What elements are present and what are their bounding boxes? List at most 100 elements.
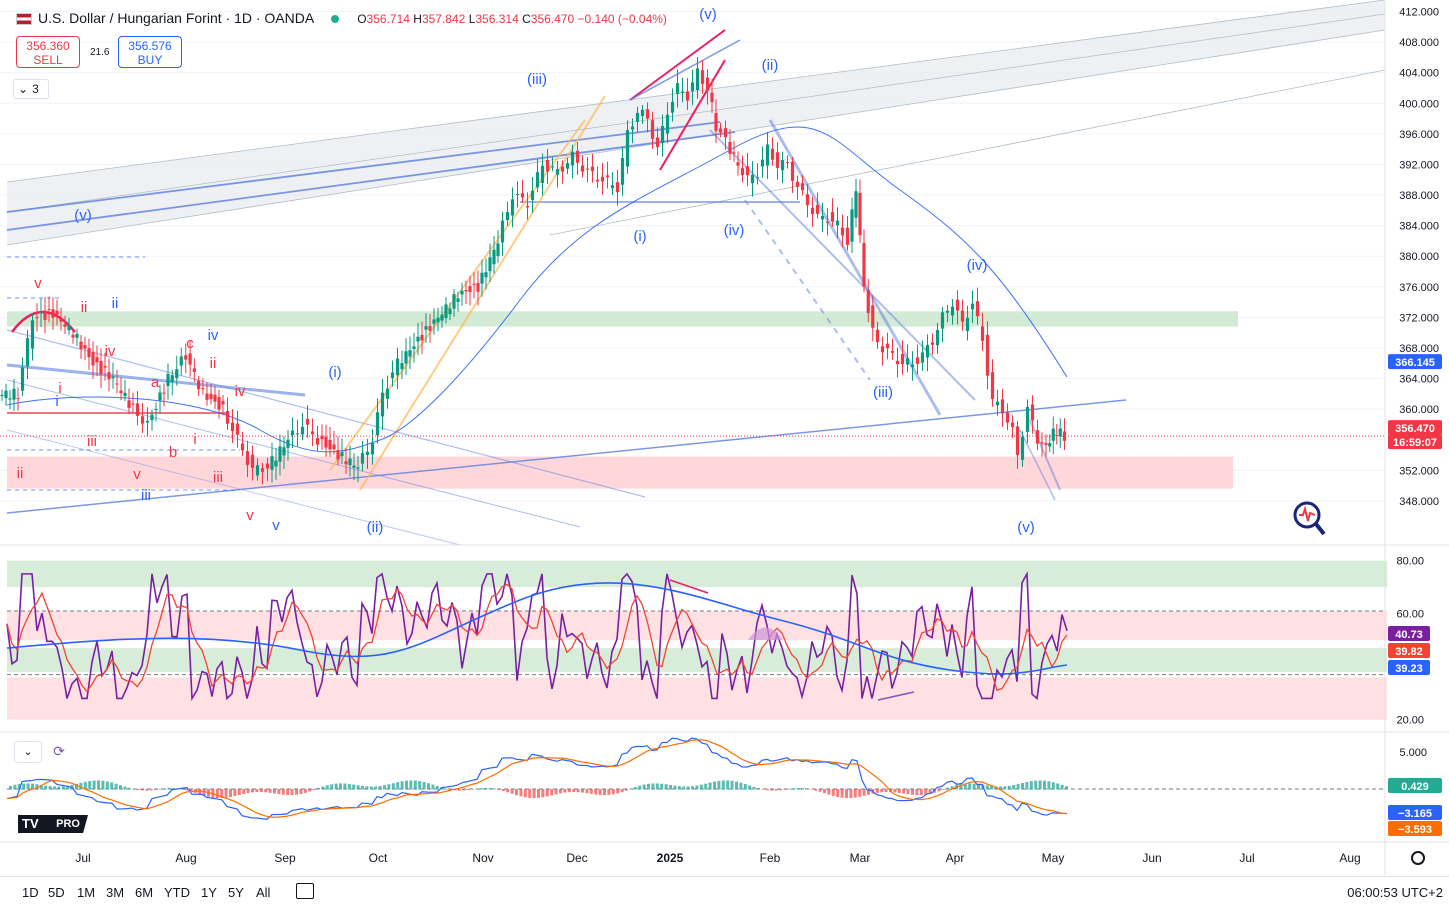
macd-bar [1043,780,1046,790]
candle-body [850,209,854,242]
range-1d[interactable]: 1D [22,885,39,900]
time-tick-label: Oct [369,851,388,865]
divergence-line [877,691,915,701]
magnifier-icon[interactable] [1290,500,1330,540]
wave-channel-dashed [744,199,871,381]
clock-readout[interactable]: 06:00:53 UTC+2 [1347,885,1443,900]
wave-channel [1029,419,1061,491]
macd-tag-bg [1388,778,1442,793]
price-tick-label: 392.000 [1399,159,1439,171]
legend-toggle-button[interactable]: ⌄ 3 [13,79,49,99]
candle-body [352,465,356,468]
candle-body [282,447,286,456]
macd-bar [114,783,118,790]
macd-bar [506,789,510,793]
candle-body [871,305,875,328]
candle-body [340,452,344,457]
candle-body [680,91,685,94]
macd-bar [792,788,796,790]
buy-button[interactable]: 356.576 BUY [118,36,182,68]
candle-body [915,357,920,364]
candle-body [862,243,866,287]
macd-bar [999,786,1002,790]
channel-line [6,0,1386,183]
range-5d[interactable]: 5D [48,885,65,900]
candle-body [890,350,895,353]
candle-body [51,309,55,318]
candle-body [765,144,770,166]
price-tick-label: 412.000 [1399,7,1439,19]
candle-body [550,166,555,168]
macd-bar [765,789,769,791]
wave-label: (v) [699,6,717,23]
range-1m[interactable]: 1M [77,885,96,900]
range-1y[interactable]: 1Y [201,885,217,900]
calendar-icon[interactable] [296,883,314,899]
rsi-tag: 40.73 [1395,629,1423,641]
candle-body [990,372,995,399]
macd-bar [53,786,56,790]
candle-body [1051,428,1055,441]
macd-bar [141,789,144,791]
candle-body [630,126,635,130]
macd-bar [167,788,171,790]
price-tick-label: 360.000 [1399,404,1439,416]
candle-body [0,394,4,396]
candle-body [1015,426,1020,456]
macd-bar [466,789,470,791]
macd-bar [1007,785,1011,790]
macd-bar [647,783,650,790]
sell-button[interactable]: 356.360 SELL [16,36,80,68]
macd-bar [946,787,950,790]
candles [0,57,1067,485]
candle-body [635,112,640,122]
rsi-zone-red [7,610,1387,641]
macd-bar [303,789,307,793]
macd-bar [532,789,536,799]
macd-bar [391,783,395,790]
macd-bar [928,789,932,794]
macd-bar [651,783,655,790]
settings-gear-icon[interactable] [1411,851,1425,865]
macd-bar [893,789,897,793]
range-all[interactable]: All [256,885,271,900]
demand-zone-green [7,311,1238,327]
macd-bar [924,789,928,795]
candle-body [274,460,278,467]
range-6m[interactable]: 6M [135,885,154,900]
indicator-collapse-button[interactable]: ⌄ [14,741,42,763]
wave-label: a [151,374,160,391]
refresh-icon[interactable]: ⟳ [53,743,65,759]
candle-body [690,82,695,92]
candle-body [286,439,290,448]
macd-bar [770,789,774,791]
candle-body [213,394,217,402]
rsi-tick-label: 20.00 [1396,715,1424,727]
symbol-title[interactable]: U.S. Dollar / Hungarian Forint · 1D · OA… [38,10,314,26]
macd-bar [44,785,48,790]
macd-bar [743,784,747,790]
channel-line [6,13,1386,213]
macd-bar [422,781,426,790]
down-channel-line [6,363,306,397]
wave-label: iv [235,383,246,400]
candle-body [300,426,305,435]
range-5y[interactable]: 5Y [228,885,244,900]
macd-bar [290,789,294,796]
price-tick-label: 404.000 [1399,68,1439,80]
macd-bar [255,789,259,793]
high-value: 357.842 [421,12,466,26]
wave-label: iv [208,327,219,344]
candle-body [270,456,274,470]
candle-body [250,454,255,468]
range-ytd[interactable]: YTD [164,885,190,900]
range-3m[interactable]: 3M [106,885,125,900]
market-status-icon [331,15,340,24]
macd-bar [119,785,122,790]
macd-bar [312,789,316,791]
time-tick-label: Jul [75,851,90,865]
macd-bar [985,785,989,790]
macd-bar [92,780,96,790]
wave-label: iii [213,469,223,486]
